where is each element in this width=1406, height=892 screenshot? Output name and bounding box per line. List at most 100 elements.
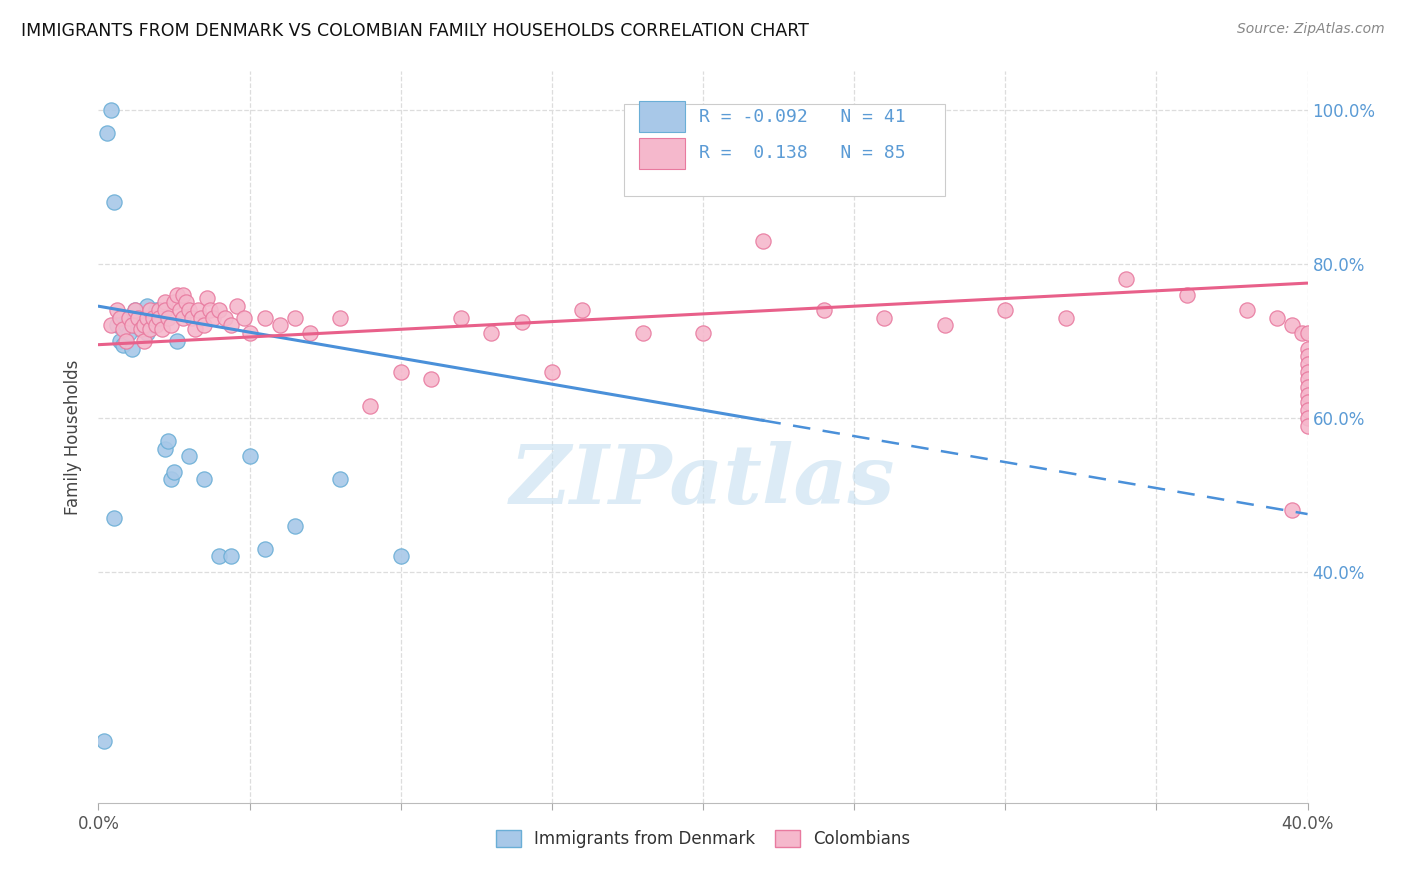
FancyBboxPatch shape: [624, 104, 945, 195]
Point: [139, 310, 162, 325]
Point: [195, 292, 218, 306]
Point: [132, 318, 155, 333]
Point: [118, 310, 141, 325]
Point: [139, 303, 162, 318]
Legend: Immigrants from Denmark, Colombians: Immigrants from Denmark, Colombians: [488, 822, 918, 856]
Point: [103, 511, 125, 525]
Point: [172, 287, 194, 301]
Point: [284, 518, 307, 533]
Point: [1296, 326, 1319, 340]
Point: [129, 322, 152, 336]
Point: [1115, 272, 1137, 286]
Point: [239, 450, 262, 464]
Y-axis label: Family Households: Family Households: [65, 359, 83, 515]
Point: [111, 310, 134, 325]
Point: [132, 318, 155, 333]
Point: [1296, 410, 1319, 425]
Point: [1054, 310, 1077, 325]
Point: [156, 310, 179, 325]
Point: [153, 442, 176, 456]
Point: [160, 318, 183, 333]
Point: [389, 365, 412, 379]
Point: [142, 310, 165, 325]
Point: [692, 326, 714, 340]
Point: [193, 472, 215, 486]
Point: [200, 303, 222, 318]
Point: [1291, 326, 1313, 340]
Point: [124, 303, 146, 318]
Point: [481, 326, 503, 340]
Point: [172, 310, 194, 325]
Point: [389, 549, 412, 564]
Point: [360, 399, 382, 413]
Point: [232, 310, 254, 325]
Point: [179, 303, 201, 318]
Point: [193, 318, 215, 333]
Text: R = -0.092   N = 41: R = -0.092 N = 41: [699, 108, 905, 126]
Point: [163, 465, 186, 479]
Point: [153, 295, 176, 310]
Point: [129, 322, 152, 336]
Point: [510, 315, 533, 329]
Point: [108, 310, 131, 325]
Point: [253, 541, 276, 556]
Point: [181, 310, 204, 325]
Point: [132, 334, 155, 348]
Point: [1296, 357, 1319, 371]
Point: [135, 310, 157, 325]
Point: [1296, 342, 1319, 356]
FancyBboxPatch shape: [638, 138, 685, 169]
Point: [571, 303, 593, 318]
Point: [299, 326, 322, 340]
Point: [1296, 395, 1319, 409]
Point: [118, 326, 141, 340]
Point: [631, 326, 654, 340]
Point: [420, 372, 443, 386]
Point: [752, 234, 775, 248]
Point: [174, 295, 197, 310]
Point: [253, 310, 276, 325]
Point: [111, 337, 134, 351]
Point: [1281, 503, 1303, 517]
Point: [214, 310, 236, 325]
Point: [105, 303, 128, 318]
Point: [142, 318, 165, 333]
Point: [208, 303, 231, 318]
Point: [163, 295, 186, 310]
Point: [114, 334, 136, 348]
Point: [450, 310, 472, 325]
Point: [145, 303, 167, 318]
Point: [145, 318, 167, 333]
Point: [239, 326, 262, 340]
Point: [150, 310, 173, 325]
Point: [100, 318, 122, 333]
Text: ZIPatlas: ZIPatlas: [510, 441, 896, 521]
Point: [1175, 287, 1198, 301]
Point: [135, 326, 157, 340]
Point: [1296, 365, 1319, 379]
Point: [269, 318, 291, 333]
Point: [1267, 310, 1289, 325]
Point: [1281, 318, 1303, 333]
Point: [1296, 418, 1319, 433]
Point: [284, 310, 307, 325]
Point: [108, 334, 131, 348]
Point: [103, 195, 125, 210]
Point: [105, 318, 128, 333]
Text: Source: ZipAtlas.com: Source: ZipAtlas.com: [1237, 22, 1385, 37]
Text: IMMIGRANTS FROM DENMARK VS COLOMBIAN FAMILY HOUSEHOLDS CORRELATION CHART: IMMIGRANTS FROM DENMARK VS COLOMBIAN FAM…: [21, 22, 808, 40]
Point: [156, 434, 179, 448]
Point: [124, 318, 146, 333]
Point: [121, 342, 143, 356]
Point: [100, 103, 122, 117]
Point: [166, 334, 188, 348]
Point: [221, 549, 243, 564]
Point: [148, 310, 170, 325]
Point: [111, 322, 134, 336]
Point: [1296, 388, 1319, 402]
Point: [124, 303, 146, 318]
Point: [129, 310, 152, 325]
Point: [190, 310, 212, 325]
Point: [184, 322, 207, 336]
Point: [202, 310, 225, 325]
